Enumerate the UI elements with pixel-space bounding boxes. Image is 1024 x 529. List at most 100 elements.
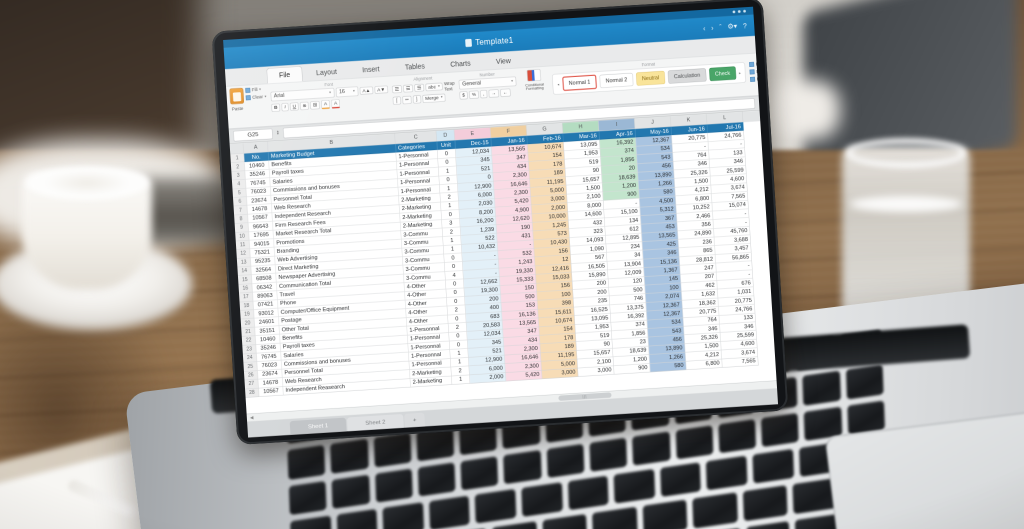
align-center-button[interactable]: ☰ — [402, 84, 414, 93]
add-sheet-button[interactable]: + — [404, 412, 426, 428]
keyboard-key — [752, 448, 794, 484]
nav-back-icon[interactable]: ‹ — [702, 24, 706, 33]
decrease-decimal-button[interactable]: ← — [500, 88, 511, 97]
strikethrough-button[interactable]: S — [300, 101, 310, 111]
keyboard-key — [802, 370, 841, 406]
shrink-font-button[interactable]: A▼ — [374, 85, 389, 95]
coffee-cup-rim — [26, 166, 148, 200]
cell-value[interactable]: 580 — [649, 361, 687, 373]
water-glass-rim — [846, 138, 966, 168]
collapse-ribbon-icon[interactable]: ˆ — [719, 23, 722, 32]
keyboard-key — [460, 455, 499, 491]
keyboard-key — [632, 430, 671, 466]
cell-unit[interactable]: 1 — [451, 374, 471, 385]
laptop-screen: Template1 ‹ › ˆ ⚙▾ ? File Layout Insert Tab… — [211, 0, 789, 445]
comma-button[interactable]: , — [480, 89, 488, 99]
font-group: Font Arial ▾ 16 ▾ A▲ A▼ B I — [270, 79, 389, 123]
keyboard-key — [503, 449, 542, 485]
conditional-format-group: Conditional Formatting — [520, 69, 550, 107]
keyboard-key — [521, 482, 563, 518]
underline-button[interactable]: U — [289, 102, 299, 111]
align-left-button[interactable]: ☰ — [391, 84, 402, 94]
increase-decimal-button[interactable]: → — [488, 89, 499, 98]
ribbon-tab-tables[interactable]: Tables — [404, 61, 426, 72]
keyboard-key — [742, 485, 788, 522]
styles-prev-icon[interactable]: ◂ — [557, 82, 560, 87]
keyboard-key — [589, 437, 628, 472]
keyboard-key — [491, 521, 538, 529]
keyboard-key — [761, 412, 800, 448]
ribbon-tab-file[interactable]: File — [266, 65, 303, 84]
align-top-button[interactable]: ⌠ — [392, 96, 402, 105]
grow-font-button[interactable]: A▲ — [359, 86, 374, 95]
keyboard-key — [331, 474, 370, 509]
bold-button[interactable]: B — [271, 103, 281, 112]
cell-value[interactable]: 7,565 — [722, 356, 759, 368]
clear-icon — [245, 94, 251, 101]
cell-value[interactable]: 5,420 — [505, 370, 543, 382]
cell-value[interactable]: 900 — [613, 363, 651, 375]
align-middle-button[interactable]: ═ — [402, 95, 412, 105]
sheet-tab-1[interactable]: Sheet 1 — [289, 417, 347, 435]
window-dot-icon[interactable] — [743, 9, 746, 13]
cell-no[interactable]: 10567 — [258, 386, 284, 397]
keyboard-key — [692, 492, 738, 529]
keyboard-key — [373, 432, 412, 468]
paste-label: Paste — [231, 105, 244, 112]
name-box-stepper[interactable]: ▲ ▼ — [276, 129, 280, 137]
sheet-tab-2[interactable]: Sheet 2 — [346, 413, 404, 432]
keyboard-key — [541, 514, 588, 529]
clear-button[interactable]: Clear ▾ — [245, 94, 267, 101]
wrap-text-button[interactable]: abc ▾ — [425, 82, 443, 92]
align-right-button[interactable]: ☰ — [414, 83, 425, 93]
borders-button[interactable]: ⊞ — [310, 101, 320, 110]
styles-next-icon[interactable]: ▸ — [738, 71, 742, 75]
cell-value[interactable]: 3,000 — [577, 365, 615, 377]
keyboard-key — [475, 488, 517, 524]
merge-button[interactable]: Merge ▾ — [422, 93, 446, 103]
keyboard-key — [567, 475, 609, 511]
keyboard-key — [330, 438, 369, 474]
style-normal2[interactable]: Normal 2 — [599, 72, 634, 89]
row-header[interactable]: 28 — [245, 388, 260, 398]
align-bottom-button[interactable]: ⌡ — [412, 95, 422, 104]
cells-insert-icon — [749, 61, 755, 67]
style-calculation[interactable]: Calculation — [667, 68, 707, 84]
fill-color-button[interactable]: A — [321, 99, 331, 110]
keyboard-key — [290, 515, 332, 529]
ribbon-tab-view[interactable]: View — [495, 56, 512, 66]
help-icon[interactable]: ? — [742, 21, 748, 30]
background-paper — [770, 80, 840, 140]
cell-value[interactable]: 6,800 — [685, 359, 723, 370]
fill-button[interactable]: Fill ▾ — [245, 86, 266, 93]
ribbon-tab-insert[interactable]: Insert — [361, 64, 380, 74]
cell-value[interactable]: 2,000 — [469, 372, 507, 384]
font-size-select[interactable]: 16 ▾ — [335, 86, 359, 98]
wrap-text-label: Wrap Text — [443, 80, 455, 92]
ribbon-tab-layout[interactable]: Layout — [315, 67, 338, 77]
style-neutral[interactable]: Neutral — [635, 70, 666, 86]
style-normal1[interactable]: Normal 1 — [561, 74, 598, 92]
cell-value[interactable]: 3,000 — [541, 368, 579, 380]
keyboard-key — [706, 455, 748, 491]
italic-button[interactable]: I — [281, 102, 289, 112]
keyboard-key — [374, 468, 413, 503]
conditional-formatting-icon[interactable] — [526, 69, 542, 82]
currency-button[interactable]: $ — [459, 91, 468, 100]
text-color-button[interactable]: A — [331, 99, 341, 109]
window-dot-icon[interactable] — [737, 10, 741, 13]
grid: A B C D E F G H I J K L 1 No. Marketing Budget Categori… — [229, 110, 777, 414]
style-check[interactable]: Check — [708, 66, 737, 82]
percent-button[interactable]: % — [468, 90, 480, 99]
keyboard-key — [642, 499, 688, 529]
window-dot-icon[interactable] — [732, 10, 736, 14]
name-box[interactable]: G25 — [233, 128, 273, 142]
scroll-left-icon[interactable]: ◀ — [249, 415, 254, 421]
keyboard-key — [613, 468, 656, 504]
ribbon-tab-charts[interactable]: Charts — [450, 59, 471, 69]
cell-category[interactable]: 2-Marketing — [410, 376, 453, 388]
gear-icon[interactable]: ⚙▾ — [727, 22, 738, 31]
nav-forward-icon[interactable]: › — [710, 23, 714, 32]
paste-icon[interactable] — [229, 87, 245, 105]
